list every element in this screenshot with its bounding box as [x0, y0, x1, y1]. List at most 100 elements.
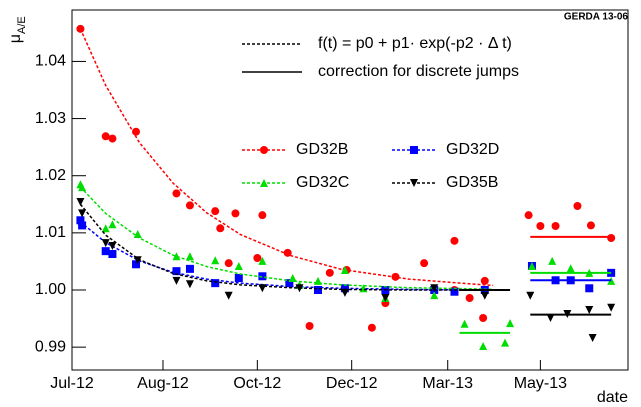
marker: [260, 146, 268, 154]
marker: [450, 287, 459, 296]
marker: [527, 262, 536, 270]
marker: [108, 242, 117, 250]
marker: [479, 314, 488, 322]
marker: [340, 284, 349, 293]
legend-label: GD32B: [296, 141, 348, 158]
x-axis-label: date: [597, 389, 628, 406]
marker: [78, 183, 87, 192]
marker: [234, 262, 243, 270]
marker: [211, 256, 220, 265]
marker: [410, 179, 418, 187]
marker: [258, 272, 267, 281]
marker: [381, 294, 390, 302]
y-tick-label: 1.04: [35, 53, 66, 70]
marker: [420, 259, 429, 268]
x-tick-label: Jul-12: [50, 375, 94, 392]
y-tick-label: 1.02: [35, 167, 66, 184]
marker: [133, 230, 142, 238]
plot-frame: [71, 9, 629, 371]
fit-curve: [79, 186, 494, 291]
y-label: μ: [7, 34, 24, 43]
marker: [526, 291, 535, 300]
marker: [506, 319, 515, 328]
x-tick-label: Aug-12: [137, 375, 189, 392]
marker: [172, 267, 181, 276]
marker: [185, 201, 194, 210]
marker: [480, 276, 489, 285]
marker: [185, 280, 194, 289]
marker: [607, 303, 616, 312]
legend-label: GD32D: [446, 141, 499, 158]
marker: [101, 132, 110, 141]
marker: [325, 268, 334, 277]
y-label-sub: A/E: [16, 16, 28, 34]
y-tick-label: 1.00: [35, 281, 66, 298]
marker: [551, 222, 560, 230]
marker: [566, 264, 575, 273]
y-axis-label: μ A/E: [7, 16, 28, 43]
marker: [258, 284, 267, 293]
marker: [313, 276, 322, 285]
marker: [78, 209, 87, 218]
marker: [231, 209, 240, 218]
marker: [430, 284, 439, 293]
marker: [410, 146, 418, 154]
marker: [465, 294, 474, 302]
marker: [172, 189, 181, 198]
jump-legend-label: correction for discrete jumps: [318, 63, 519, 80]
y-tick-label: 1.01: [35, 224, 66, 241]
marker: [108, 134, 117, 143]
x-tick-label: Oct-12: [233, 375, 281, 392]
marker: [305, 322, 314, 330]
marker: [101, 239, 110, 248]
marker: [108, 220, 117, 229]
marker: [480, 291, 489, 300]
marker: [172, 276, 181, 285]
marker: [133, 256, 142, 265]
marker: [340, 266, 349, 274]
marker: [78, 221, 87, 230]
marker: [216, 224, 225, 233]
marker: [185, 252, 194, 261]
legend-label: GD32C: [296, 174, 349, 191]
x-tick-label: May-13: [514, 375, 567, 392]
marker: [585, 306, 594, 314]
marker: [283, 248, 292, 257]
marker: [253, 254, 262, 262]
fit-curve: [79, 203, 494, 291]
x-tick-label: Dec-12: [326, 375, 378, 392]
fit-legend-label: f(t) = p0 + p1· exp(-p2 · Δ t): [318, 35, 512, 52]
marker: [295, 284, 304, 293]
marker: [172, 252, 181, 261]
marker: [260, 179, 268, 187]
marker: [101, 224, 110, 233]
marker: [367, 323, 376, 332]
marker: [108, 250, 117, 258]
marker: [501, 338, 510, 347]
marker: [340, 288, 349, 297]
marker: [430, 291, 439, 300]
marker: [132, 260, 141, 269]
corner-label: GERDA 13-06: [564, 12, 629, 23]
marker: [224, 259, 233, 268]
marker: [258, 211, 267, 220]
marker: [288, 274, 297, 282]
marker: [76, 24, 85, 33]
x-tick-label: Mar-13: [422, 375, 473, 392]
legend-label: GD35B: [446, 174, 498, 191]
marker: [258, 256, 267, 265]
marker: [211, 207, 220, 216]
fit-curve: [79, 28, 494, 287]
marker: [460, 319, 469, 328]
marker: [185, 264, 194, 273]
marker: [588, 334, 597, 342]
marker: [285, 279, 294, 288]
marker: [101, 247, 110, 256]
y-tick-label: 1.03: [35, 110, 66, 127]
marker: [546, 314, 555, 322]
marker: [76, 198, 85, 206]
marker: [573, 202, 582, 210]
marker: [479, 342, 488, 350]
marker: [76, 216, 85, 225]
